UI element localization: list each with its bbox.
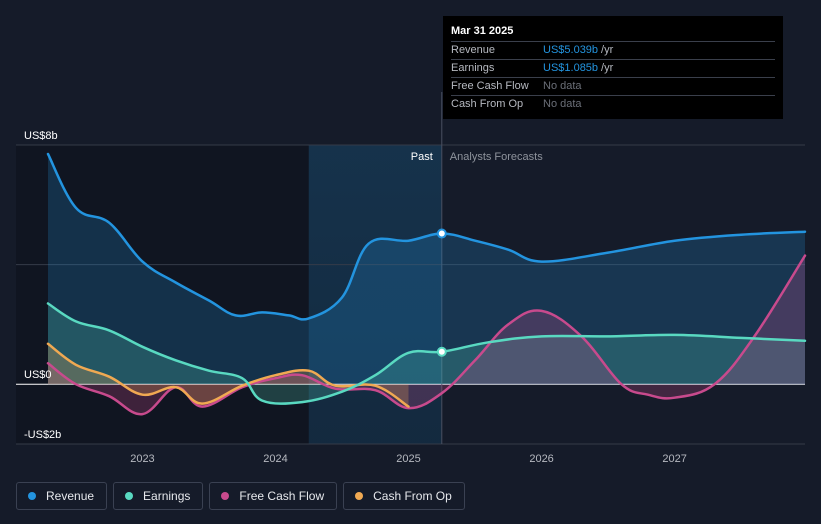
legend-item-revenue[interactable]: Revenue: [16, 482, 108, 510]
y-tick-label: -US$2b: [24, 429, 61, 441]
x-tick-label: 2026: [529, 453, 553, 465]
y-tick-label: US$8b: [24, 130, 58, 142]
tooltip-value: No data: [543, 80, 582, 92]
tooltip-value: US$1.085b: [543, 62, 599, 74]
legend-item-earnings[interactable]: Earnings: [113, 482, 204, 510]
legend-label: Cash From Op: [373, 489, 452, 503]
x-tick-label: 2025: [396, 453, 420, 465]
tooltip-unit: /yr: [601, 44, 614, 56]
tooltip-row-free-cash-flow: Free Cash Flow No data: [451, 77, 775, 95]
grid-layer: [16, 92, 805, 445]
legend-item-cash-from-op[interactable]: Cash From Op: [343, 482, 465, 510]
tooltip-date: Mar 31 2025: [451, 25, 514, 37]
series-line-layer: [46, 152, 807, 416]
legend-dot-icon: [221, 492, 230, 500]
forecast-label: Analysts Forecasts: [450, 151, 543, 163]
tooltip-row-cash-from-op: Cash From Op No data: [451, 95, 775, 113]
highlight-band: [308, 145, 442, 444]
tooltip-label: Revenue: [451, 44, 496, 56]
tooltip-row-revenue: Revenue US$5.039b /yr: [451, 41, 775, 59]
tooltip-unit: /yr: [601, 62, 614, 74]
tooltip-label: Cash From Op: [451, 98, 524, 110]
legend-label: Revenue: [46, 489, 95, 503]
x-tick-label: 2027: [662, 453, 686, 465]
tooltip-label: Free Cash Flow: [451, 80, 529, 92]
tooltip-value: No data: [543, 98, 582, 110]
legend-label: Free Cash Flow: [239, 489, 325, 503]
cash-from-op-line: [46, 342, 410, 408]
revenue-highlight-point: [436, 228, 447, 239]
revenue-line: [46, 152, 807, 321]
legend-dot-icon: [125, 492, 134, 500]
axis-label-layer: US$8b US$0 -US$2b 2023 2024 2025 2026 2027 Past A…: [24, 130, 687, 465]
legend-dot-icon: [28, 492, 36, 500]
y-tick-label: US$0: [24, 369, 52, 381]
past-label: Past: [411, 151, 433, 163]
tooltip-row-earnings: Earnings US$1.085b /yr: [451, 59, 775, 77]
cash-from-op-area: [48, 343, 409, 407]
earnings-line: [46, 302, 807, 405]
hover-tooltip: Mar 31 2025 Revenue US$5.039b /yr Earnin…: [443, 16, 783, 119]
tooltip-value: US$5.039b: [543, 44, 599, 56]
free-cash-flow-area: [48, 255, 805, 415]
legend: Revenue Earnings Free Cash Flow Cash Fro…: [16, 482, 465, 512]
legend-dot-icon: [355, 492, 364, 500]
x-tick-label: 2023: [130, 453, 154, 465]
x-tick-label: 2024: [263, 453, 287, 465]
revenue-area: [48, 154, 805, 385]
legend-label: Earnings: [143, 489, 191, 503]
legend-item-free-cash-flow[interactable]: Free Cash Flow: [209, 482, 338, 510]
earnings-highlight-point: [436, 346, 447, 357]
tooltip-label: Earnings: [451, 62, 495, 74]
free-cash-flow-line: [46, 254, 807, 416]
